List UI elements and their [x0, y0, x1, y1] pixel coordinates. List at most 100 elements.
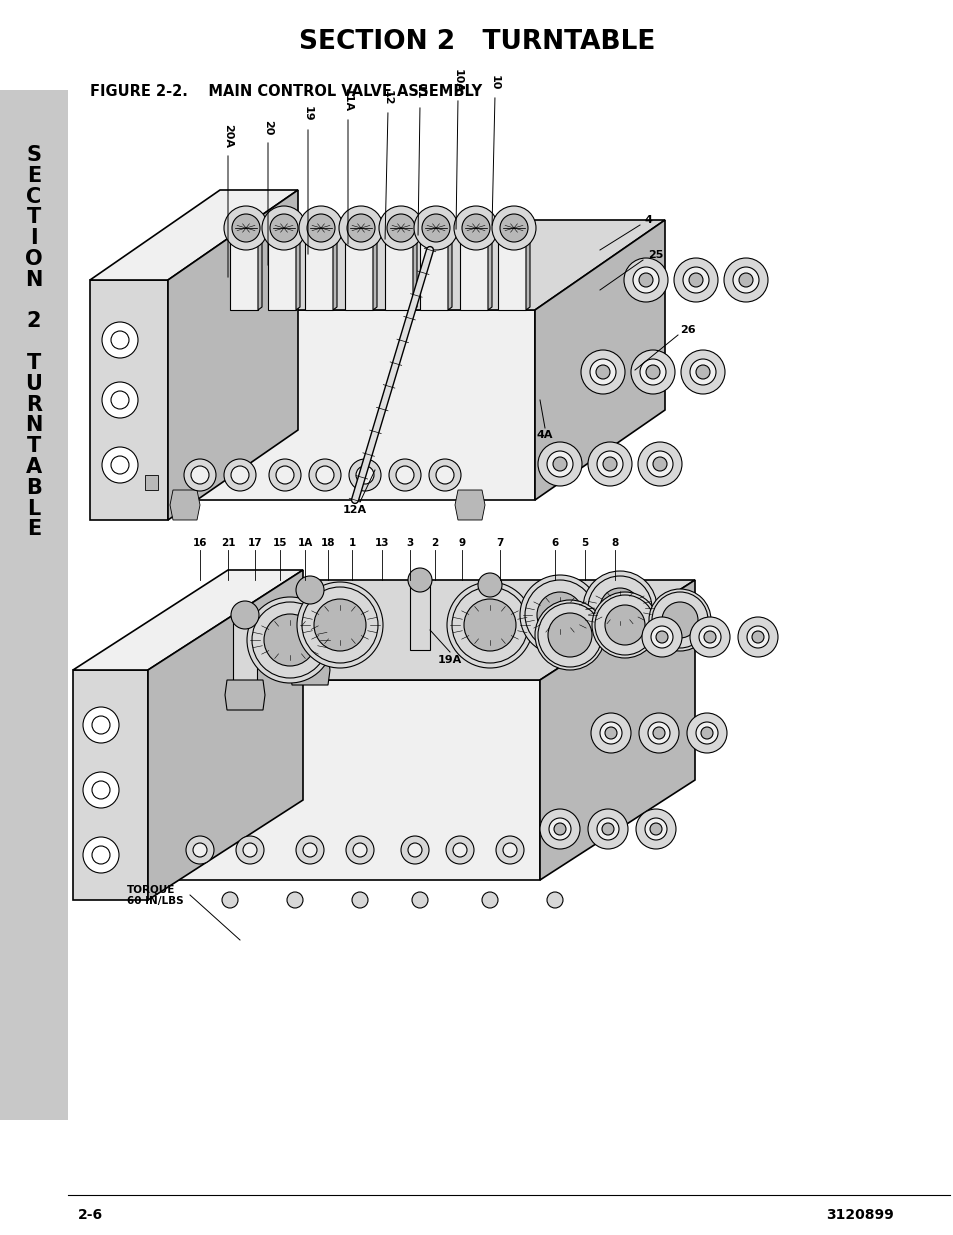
Circle shape [275, 466, 294, 484]
Polygon shape [268, 227, 299, 230]
Circle shape [408, 844, 421, 857]
Text: 10: 10 [490, 74, 499, 90]
Circle shape [387, 214, 415, 242]
Polygon shape [525, 227, 530, 310]
Circle shape [537, 442, 581, 487]
Polygon shape [145, 475, 158, 490]
Circle shape [587, 809, 627, 848]
Circle shape [537, 592, 582, 638]
Text: 6: 6 [551, 538, 558, 548]
Circle shape [446, 836, 474, 864]
Polygon shape [345, 227, 376, 230]
Circle shape [111, 456, 129, 474]
Circle shape [307, 214, 335, 242]
Circle shape [686, 713, 726, 753]
Circle shape [295, 836, 324, 864]
Circle shape [696, 366, 709, 379]
Text: 19A: 19A [437, 655, 461, 664]
Circle shape [537, 603, 601, 667]
Circle shape [303, 844, 316, 857]
Circle shape [429, 459, 460, 492]
Polygon shape [373, 227, 376, 310]
Text: FIGURE 2-2.    MAIN CONTROL VALVE ASSEMBLY: FIGURE 2-2. MAIN CONTROL VALVE ASSEMBLY [90, 84, 481, 100]
Text: 1: 1 [348, 538, 355, 548]
Text: 12: 12 [382, 89, 393, 105]
Circle shape [298, 206, 343, 249]
Text: 11: 11 [415, 84, 424, 100]
Polygon shape [230, 230, 257, 310]
Circle shape [309, 459, 340, 492]
Circle shape [652, 727, 664, 739]
Circle shape [408, 568, 432, 592]
Circle shape [696, 722, 718, 743]
Circle shape [481, 892, 497, 908]
Polygon shape [73, 571, 303, 671]
Text: 10A: 10A [453, 69, 462, 93]
Circle shape [699, 626, 720, 648]
Circle shape [587, 576, 651, 640]
Polygon shape [145, 680, 539, 881]
Circle shape [689, 618, 729, 657]
Circle shape [633, 267, 659, 293]
Circle shape [352, 892, 368, 908]
Text: 11A: 11A [343, 88, 353, 112]
Polygon shape [345, 230, 373, 310]
Circle shape [644, 818, 666, 840]
Circle shape [700, 727, 712, 739]
Circle shape [91, 846, 110, 864]
Circle shape [587, 442, 631, 487]
Circle shape [601, 823, 614, 835]
Text: 18: 18 [320, 538, 335, 548]
Polygon shape [455, 490, 484, 520]
Circle shape [738, 618, 778, 657]
Circle shape [604, 605, 644, 645]
Circle shape [91, 781, 110, 799]
Circle shape [315, 466, 334, 484]
Text: 20A: 20A [223, 124, 233, 148]
Circle shape [338, 206, 382, 249]
Text: 25: 25 [647, 249, 662, 261]
Text: 8: 8 [611, 538, 618, 548]
Polygon shape [497, 230, 525, 310]
Polygon shape [448, 227, 452, 310]
Circle shape [599, 722, 621, 743]
Circle shape [554, 823, 565, 835]
Circle shape [595, 595, 655, 655]
Text: 3: 3 [406, 538, 414, 548]
Circle shape [645, 366, 659, 379]
Circle shape [447, 582, 533, 668]
Circle shape [296, 582, 382, 668]
Polygon shape [459, 227, 492, 230]
Circle shape [604, 727, 617, 739]
Polygon shape [535, 220, 664, 500]
Polygon shape [295, 227, 299, 310]
Polygon shape [297, 590, 322, 671]
Circle shape [732, 267, 759, 293]
Text: 5: 5 [580, 538, 588, 548]
Circle shape [580, 350, 624, 394]
Circle shape [553, 457, 566, 471]
Circle shape [646, 451, 672, 477]
Polygon shape [488, 227, 492, 310]
Circle shape [83, 837, 119, 873]
Circle shape [287, 892, 303, 908]
Text: SECTION 2   TURNTABLE: SECTION 2 TURNTABLE [298, 28, 655, 56]
Circle shape [91, 716, 110, 734]
Circle shape [647, 722, 669, 743]
Circle shape [421, 214, 450, 242]
Polygon shape [225, 680, 265, 710]
Text: 21: 21 [220, 538, 235, 548]
Circle shape [535, 600, 604, 671]
Polygon shape [305, 230, 333, 310]
Circle shape [184, 459, 215, 492]
Text: 4: 4 [644, 215, 652, 225]
Circle shape [682, 267, 708, 293]
Circle shape [454, 206, 497, 249]
Text: 26: 26 [679, 325, 695, 335]
Bar [0, 90, 68, 1120]
Polygon shape [479, 585, 499, 655]
Circle shape [235, 836, 264, 864]
Circle shape [302, 587, 377, 663]
Text: 19: 19 [303, 106, 313, 122]
Polygon shape [290, 655, 330, 685]
